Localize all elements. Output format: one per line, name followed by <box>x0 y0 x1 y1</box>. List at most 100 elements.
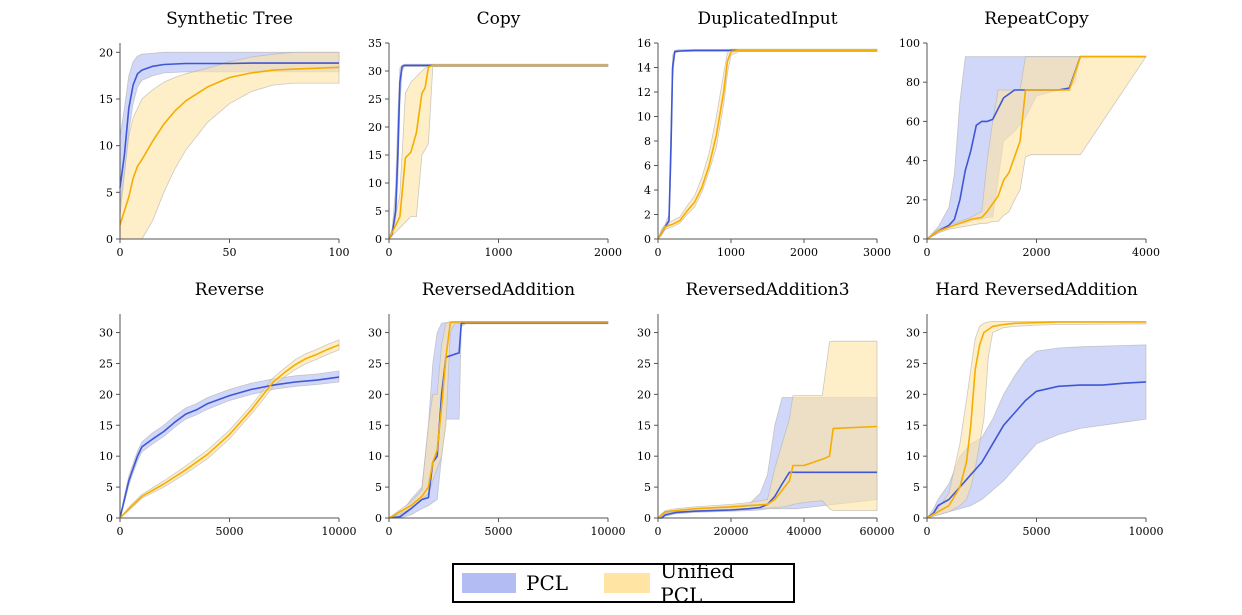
x-tick-label: 1000 <box>717 246 745 259</box>
y-tick-label: 10 <box>99 450 113 463</box>
x-tick-label: 60000 <box>860 525 895 538</box>
y-tick-label: 20 <box>906 388 920 401</box>
y-tick-label: 14 <box>637 62 651 75</box>
y-tick-label: 0 <box>375 233 382 246</box>
chart-title: Hard ReversedAddition <box>935 280 1138 300</box>
y-tick-label: 35 <box>368 37 382 50</box>
y-tick-label: 0 <box>106 233 113 246</box>
y-tick-label: 10 <box>99 140 113 153</box>
y-tick-label: 25 <box>368 93 382 106</box>
legend-swatch-unified-pcl <box>604 573 651 593</box>
x-tick-label: 5000 <box>216 525 244 538</box>
series-line-pcl <box>926 381 1147 519</box>
chart-title: ReversedAddition <box>422 280 575 300</box>
band-upcl <box>657 48 878 240</box>
chart-panel-8: Hard ReversedAddition 0 5 10 15 20 25 30 0 5000 10… <box>906 280 1164 538</box>
y-tick-label: 5 <box>375 481 382 494</box>
chart-panel-5: Reverse 0 5 10 15 20 25 30 0 5000 10000 <box>99 280 357 538</box>
x-tick-label: 10000 <box>591 525 626 538</box>
x-tick-label: 40000 <box>787 525 822 538</box>
band-upcl <box>388 321 609 519</box>
y-tick-label: 5 <box>375 205 382 218</box>
series-line-pcl <box>926 55 1146 240</box>
y-tick-label: 0 <box>375 512 382 525</box>
chart-title: ReversedAddition3 <box>685 280 849 300</box>
x-tick-label: 3000 <box>863 246 891 259</box>
y-tick-label: 12 <box>637 86 651 99</box>
band-pcl <box>119 370 340 519</box>
x-tick-label: 2000 <box>1023 246 1051 259</box>
y-tick-label: 25 <box>906 357 920 370</box>
x-tick-label: 0 <box>117 246 124 259</box>
y-tick-label: 0 <box>644 233 651 246</box>
y-tick-label: 0 <box>106 512 113 525</box>
y-tick-label: 30 <box>368 327 382 340</box>
x-tick-label: 0 <box>386 525 393 538</box>
band-upcl <box>388 63 609 240</box>
series-line-pcl <box>658 471 877 519</box>
y-tick-label: 6 <box>644 160 651 173</box>
y-tick-label: 10 <box>637 450 651 463</box>
x-tick-label: 2000 <box>790 246 818 259</box>
chart-panel-2: Copy 0 5 10 15 20 25 30 35 0 1000 2000 <box>368 9 622 259</box>
y-tick-label: 80 <box>906 76 920 89</box>
y-tick-label: 40 <box>906 155 920 168</box>
x-tick-label: 100 <box>329 246 350 259</box>
band-upcl <box>119 339 340 519</box>
x-tick-label: 20000 <box>714 525 749 538</box>
series-line-upcl <box>119 344 340 519</box>
y-tick-label: 4 <box>644 184 651 197</box>
series-line-upcl <box>926 55 1146 240</box>
x-tick-label: 0 <box>924 525 931 538</box>
y-tick-label: 0 <box>644 512 651 525</box>
y-tick-label: 15 <box>906 419 920 432</box>
y-tick-label: 25 <box>99 357 113 370</box>
legend-label-unified-pcl: Unified PCL <box>660 559 735 607</box>
y-tick-label: 25 <box>637 357 651 370</box>
legend-item-pcl: PCL <box>462 571 596 595</box>
y-tick-label: 20 <box>906 194 920 207</box>
chart-panel-3: DuplicatedInput 0 2 4 6 8 10 12 14 16 0 1000 2000 300… <box>637 9 891 259</box>
series-line-upcl <box>657 425 878 519</box>
y-tick-label: 16 <box>637 37 651 50</box>
y-tick-label: 10 <box>368 450 382 463</box>
y-tick-label: 20 <box>637 388 651 401</box>
y-tick-label: 8 <box>644 135 651 148</box>
band-upcl <box>119 51 340 240</box>
x-tick-label: 10000 <box>322 525 357 538</box>
y-tick-label: 5 <box>644 481 651 494</box>
y-tick-label: 30 <box>99 327 113 340</box>
legend: PCL Unified PCL <box>452 559 795 607</box>
series-line-upcl <box>388 321 608 519</box>
chart-panel-4: RepeatCopy 0 20 40 60 80 100 0 2000 4000 <box>899 9 1160 259</box>
y-tick-label: 5 <box>106 186 113 199</box>
series-line-upcl <box>119 66 340 226</box>
chart-panel-1: Synthetic Tree 0 5 10 15 20 0 50 100 <box>99 9 350 259</box>
x-tick-label: 0 <box>655 525 662 538</box>
y-tick-label: 30 <box>637 327 651 340</box>
y-tick-label: 25 <box>368 357 382 370</box>
y-tick-label: 15 <box>637 419 651 432</box>
chart-title: Reverse <box>195 280 264 300</box>
y-tick-label: 100 <box>899 37 920 50</box>
legend-item-unified-pcl: Unified PCL <box>604 559 793 607</box>
y-tick-label: 2 <box>644 209 651 222</box>
y-tick-label: 20 <box>99 388 113 401</box>
y-tick-label: 30 <box>906 327 920 340</box>
x-tick-label: 0 <box>655 246 662 259</box>
y-tick-label: 0 <box>913 233 920 246</box>
legend-label-pcl: PCL <box>526 571 569 595</box>
y-tick-label: 15 <box>368 149 382 162</box>
x-tick-label: 5000 <box>485 525 513 538</box>
y-tick-label: 5 <box>106 481 113 494</box>
x-tick-label: 0 <box>386 246 393 259</box>
chart-title: Copy <box>477 9 521 29</box>
series-line-pcl <box>119 62 339 188</box>
chart-panel-6: ReversedAddition 0 5 10 15 20 25 30 0 5000 10000 <box>368 280 626 538</box>
chart-title: Synthetic Tree <box>166 9 293 29</box>
chart-panel-7: ReversedAddition3 0 5 10 15 20 25 30 0 20000 40000… <box>637 280 895 538</box>
y-tick-label: 10 <box>368 177 382 190</box>
y-tick-label: 60 <box>906 115 920 128</box>
x-tick-label: 2000 <box>594 246 622 259</box>
